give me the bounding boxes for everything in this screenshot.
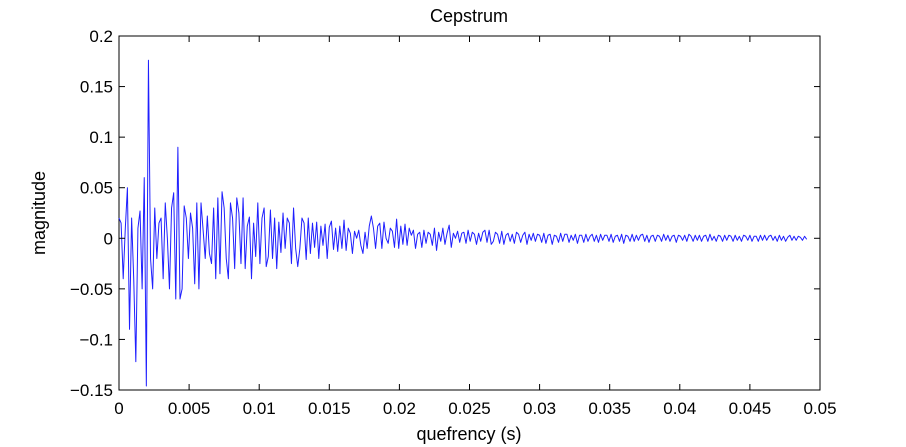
x-axis-ticks: 0 0.005 0.01 0.015 0.02 0.025 0.03 0.035 0.04 0.0… — [114, 36, 837, 418]
plot-area: 0 0.005 0.01 0.015 0.02 0.025 0.03 0.035 0.04 0.0… — [70, 27, 837, 418]
y-tick-label: −0.15 — [70, 381, 113, 400]
x-tick-label: 0 — [114, 399, 123, 418]
y-tick-label: −0.1 — [79, 330, 113, 349]
y-tick-label: 0.15 — [80, 78, 113, 97]
x-tick-label: 0.005 — [168, 399, 211, 418]
y-axis-label: magnitude — [29, 171, 49, 255]
y-axis-ticks: −0.15 −0.1 −0.05 0 0.05 0.1 0.15 0.2 — [70, 27, 820, 400]
y-tick-label: 0.1 — [89, 128, 113, 147]
x-tick-label: 0.03 — [523, 399, 556, 418]
x-tick-label: 0.025 — [448, 399, 491, 418]
series-line-cepstrum — [118, 59, 808, 387]
x-tick-label: 0.05 — [803, 399, 836, 418]
y-tick-label: 0 — [104, 229, 113, 248]
x-tick-label: 0.035 — [588, 399, 631, 418]
x-tick-label: 0.01 — [243, 399, 276, 418]
chart-title: Cepstrum — [430, 6, 508, 26]
x-tick-label: 0.015 — [308, 399, 351, 418]
x-tick-label: 0.04 — [663, 399, 696, 418]
x-tick-label: 0.045 — [729, 399, 772, 418]
y-tick-label: −0.05 — [70, 280, 113, 299]
x-axis-label: quefrency (s) — [416, 424, 521, 444]
y-tick-label: 0.2 — [89, 27, 113, 46]
x-tick-label: 0.02 — [383, 399, 416, 418]
y-tick-label: 0.05 — [80, 179, 113, 198]
